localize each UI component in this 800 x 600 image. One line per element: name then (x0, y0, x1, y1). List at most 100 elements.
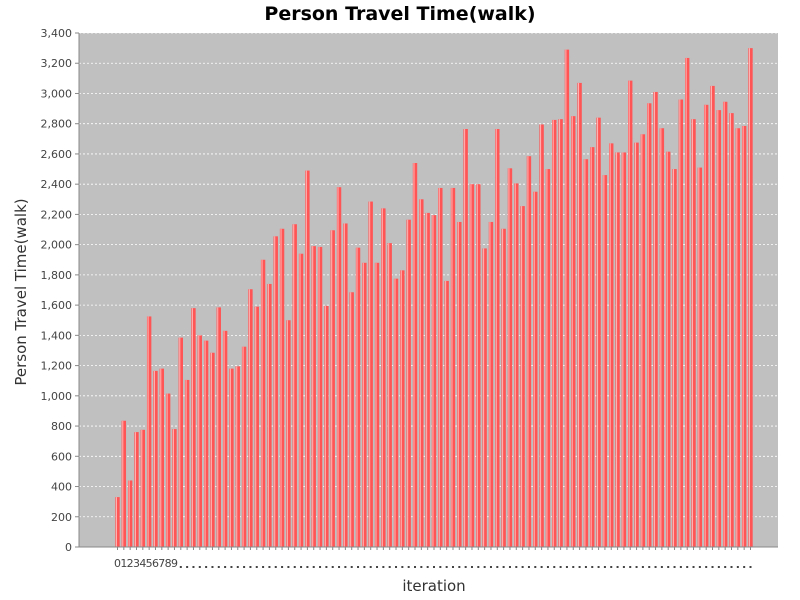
x-tick-label-truncated (224, 566, 227, 568)
bar (330, 230, 335, 548)
bar (748, 48, 753, 547)
x-tick-label-truncated (255, 566, 258, 568)
bar (438, 187, 443, 548)
bar-highlight (356, 247, 358, 547)
bar (419, 199, 424, 547)
bar-highlight (590, 147, 592, 547)
x-tick-label-truncated (401, 566, 404, 568)
y-tick-label: 1,800 (41, 269, 73, 282)
bar (254, 306, 259, 547)
bar (678, 99, 684, 548)
x-tick-label-truncated (262, 566, 265, 568)
y-tick-label: 2,400 (41, 178, 73, 191)
x-tick-label-truncated (578, 566, 581, 568)
bar (685, 57, 690, 547)
bar (127, 480, 133, 547)
x-tick-label-truncated (641, 566, 644, 568)
bar-highlight (375, 262, 377, 547)
bar-highlight (527, 156, 529, 548)
bar-highlight (634, 142, 637, 547)
bar-highlight (236, 366, 238, 547)
bar-highlight (223, 330, 225, 547)
bar (735, 128, 741, 547)
bar-highlight (166, 393, 168, 547)
x-tick-label: 8 (165, 557, 172, 570)
bar-highlight (470, 184, 472, 548)
bar (653, 91, 658, 547)
bar-highlight (748, 48, 750, 547)
bar-highlight (261, 259, 263, 547)
bar-highlight (274, 236, 276, 548)
x-tick-label-truncated (458, 566, 461, 568)
bar (659, 128, 665, 547)
bar (482, 248, 487, 548)
bar (191, 308, 196, 547)
x-tick-label-truncated (388, 566, 391, 568)
bar (666, 151, 671, 547)
x-tick-label-truncated (179, 566, 182, 568)
bar-highlight (141, 429, 143, 547)
bar (311, 246, 316, 548)
bar-highlight (653, 91, 656, 547)
x-tick-label-truncated (660, 566, 663, 568)
x-tick-label-truncated (673, 566, 676, 568)
x-tick-label-truncated (312, 566, 315, 568)
bar-highlight (122, 420, 124, 547)
bar-highlight (596, 117, 599, 548)
x-tick-label-truncated (464, 566, 467, 568)
bar-highlight (672, 169, 675, 547)
x-tick-label-truncated (534, 566, 537, 568)
bar-highlight (603, 175, 605, 547)
bar (324, 305, 329, 547)
bar (469, 184, 475, 548)
bar-highlight (628, 80, 630, 547)
bar-highlight (445, 280, 447, 547)
y-tick-label: 1,200 (41, 360, 73, 373)
x-tick-label-truncated (420, 566, 423, 568)
bar-highlight (514, 183, 516, 547)
y-tick-label: 0 (65, 541, 72, 554)
x-tick-label-truncated (540, 566, 543, 568)
bar (577, 82, 582, 547)
x-tick-label-truncated (382, 566, 385, 568)
x-tick-label: 6 (152, 557, 159, 570)
x-tick-label-truncated (198, 566, 201, 568)
bar (710, 85, 715, 547)
bar-highlight (571, 116, 573, 547)
bar (121, 420, 127, 547)
bar (583, 159, 589, 547)
bar-highlight (337, 187, 339, 547)
y-tick-label: 2,000 (41, 239, 73, 252)
bar (615, 152, 620, 547)
bar (292, 224, 297, 548)
bar (273, 236, 278, 548)
x-tick-label-truncated (705, 566, 708, 568)
x-tick-label-truncated (268, 566, 271, 568)
bar-highlight (698, 167, 700, 547)
chart-title: Person Travel Time(walk) (264, 3, 535, 25)
x-tick-label-truncated (521, 566, 524, 568)
bar-highlight (160, 368, 162, 547)
bar-highlight (331, 230, 333, 548)
bar-highlight (546, 169, 548, 547)
x-tick-label-truncated (350, 566, 353, 568)
bar (317, 246, 323, 547)
x-tick-label-truncated (553, 566, 556, 568)
bar-highlight (191, 308, 193, 547)
bar-highlight (533, 191, 535, 547)
bar-highlight (559, 119, 561, 547)
bar (286, 320, 291, 547)
x-tick-label-truncated (629, 566, 632, 568)
bar (457, 221, 462, 547)
bar-highlight (432, 215, 434, 547)
bar (222, 330, 228, 547)
bar-highlight (381, 208, 383, 548)
bar-highlight (153, 370, 155, 547)
bar-highlight (172, 429, 174, 547)
bar-highlight (615, 152, 618, 547)
bars (115, 48, 753, 548)
x-tick-label-truncated (306, 566, 309, 568)
x-tick-label-truncated (205, 566, 208, 568)
x-tick-label-truncated (546, 566, 549, 568)
y-tick-label: 2,800 (41, 118, 73, 131)
